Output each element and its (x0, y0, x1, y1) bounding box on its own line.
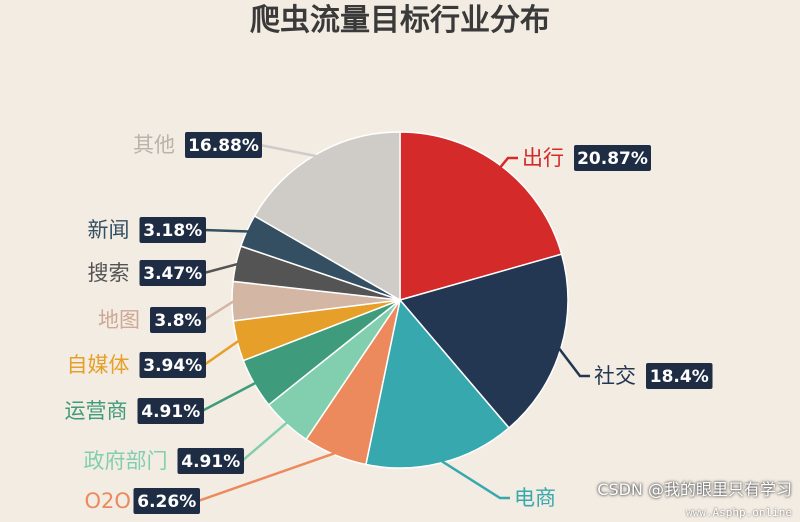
pct-box-0 (574, 145, 651, 171)
pct-label-7: 3.8% (154, 311, 201, 331)
pct-box-1 (646, 363, 713, 389)
category-label-7: 地图 (98, 308, 140, 332)
watermark: CSDN @我的眼里只有学习 (597, 480, 792, 499)
category-label-6: 自媒体 (67, 353, 130, 377)
category-label-4: 政府部门 (84, 449, 168, 473)
pct-label-9: 3.18% (143, 221, 202, 241)
pct-box-9 (139, 217, 206, 243)
pct-box-5 (137, 398, 204, 424)
leader-line-1 (557, 347, 590, 378)
leader-line-2 (440, 459, 510, 500)
category-label-3: O2O (85, 489, 131, 513)
pct-box-10 (185, 132, 262, 158)
pie-slice-2 (365, 298, 511, 469)
pct-label-5: 4.91% (141, 402, 200, 422)
category-label-9: 新闻 (88, 218, 130, 242)
pie-slice-10 (253, 131, 401, 302)
category-label-8: 搜索 (88, 261, 130, 285)
pct-label-10: 16.88% (188, 136, 259, 156)
pct-box-3 (133, 488, 200, 514)
pct-box-4 (177, 448, 244, 474)
pct-box-6 (139, 352, 206, 378)
pct-label-6: 3.94% (143, 356, 202, 376)
category-label-0: 出行 (522, 146, 564, 170)
pct-label-3: 6.26% (137, 492, 196, 512)
chart-title: 爬虫流量目标行业分布 (250, 3, 550, 38)
pct-label-8: 3.47% (143, 264, 202, 284)
pct-label-1: 18.4% (650, 367, 709, 387)
category-label-2: 电商 (514, 486, 556, 510)
pct-label-0: 20.87% (577, 149, 648, 169)
category-label-5: 运营商 (65, 399, 128, 423)
category-label-10: 其他 (133, 133, 175, 157)
pct-box-8 (139, 260, 206, 286)
pct-label-4: 4.91% (181, 452, 240, 472)
pct-box-7 (150, 307, 206, 333)
leader-line-0 (499, 156, 518, 169)
watermark-site: www.Asphp.online (686, 506, 792, 519)
category-label-1: 社交 (594, 364, 636, 388)
